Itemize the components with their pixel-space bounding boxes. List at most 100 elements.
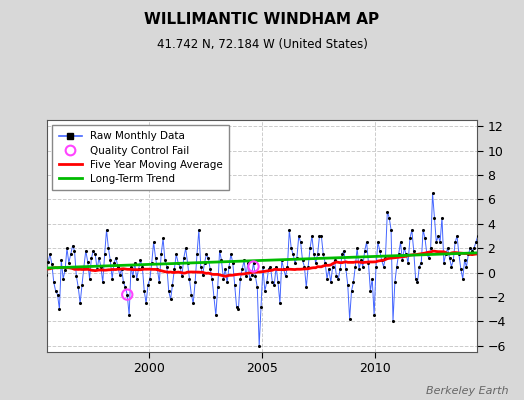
Point (189, 300, 198, 306)
Point (408, 227, 416, 233)
Point (376, 248, 384, 254)
Point (114, 263, 122, 270)
Point (436, 239, 444, 245)
Point (76, 300, 84, 306)
Point (326, 279, 335, 286)
Point (183, 260, 192, 266)
Point (438, 214, 446, 221)
Point (291, 260, 299, 266)
Point (306, 245, 314, 252)
Point (374, 239, 382, 245)
Point (449, 257, 457, 264)
Point (338, 251, 346, 258)
Point (313, 251, 322, 258)
Point (364, 260, 373, 266)
Point (432, 239, 441, 245)
Point (351, 263, 359, 270)
Point (468, 248, 476, 254)
Point (342, 266, 350, 272)
Point (462, 263, 471, 270)
Point (464, 251, 473, 258)
Point (146, 276, 154, 282)
Point (479, 251, 488, 258)
Point (287, 245, 296, 252)
Point (349, 279, 357, 286)
Point (475, 214, 484, 221)
Point (332, 273, 341, 280)
Point (358, 263, 367, 270)
Point (40, 263, 49, 270)
Point (208, 276, 216, 282)
Point (423, 251, 431, 258)
Point (479, 263, 488, 270)
Point (246, 276, 254, 282)
Point (142, 300, 150, 306)
Point (227, 251, 235, 258)
Point (213, 284, 222, 290)
Point (302, 284, 311, 290)
Point (251, 273, 259, 280)
Point (372, 263, 380, 270)
Point (80, 263, 88, 270)
Point (165, 288, 173, 294)
Point (443, 245, 452, 252)
Point (253, 284, 261, 290)
Point (447, 263, 455, 270)
Point (97, 263, 105, 270)
Point (383, 208, 391, 215)
Point (108, 276, 116, 282)
Point (185, 276, 194, 282)
Point (340, 248, 348, 254)
Point (153, 266, 161, 272)
Point (178, 273, 186, 280)
Point (481, 273, 489, 280)
Point (91, 251, 100, 258)
Point (272, 263, 280, 270)
Point (64, 260, 73, 266)
Point (48, 261, 56, 267)
Point (115, 272, 124, 278)
Point (310, 251, 318, 258)
Point (136, 257, 145, 264)
Point (199, 272, 207, 278)
Point (249, 263, 258, 270)
Point (263, 279, 271, 286)
Point (474, 233, 482, 239)
Point (212, 312, 220, 318)
Point (148, 260, 156, 266)
Point (308, 233, 316, 239)
Point (413, 279, 422, 286)
Point (396, 239, 405, 245)
Point (300, 263, 309, 270)
Point (202, 251, 211, 258)
Point (236, 276, 245, 282)
Point (88, 255, 96, 261)
Point (95, 255, 103, 261)
Point (155, 279, 163, 286)
Point (391, 279, 399, 286)
Point (345, 316, 354, 322)
Point (140, 288, 148, 294)
Point (368, 276, 376, 282)
Point (161, 257, 169, 264)
Point (44, 258, 52, 265)
Point (125, 312, 133, 318)
Point (72, 273, 81, 280)
Point (455, 251, 463, 258)
Point (191, 279, 199, 286)
Point (377, 257, 386, 264)
Point (70, 248, 79, 254)
Point (61, 267, 69, 273)
Point (311, 260, 320, 266)
Point (219, 276, 227, 282)
Point (458, 276, 467, 282)
Point (279, 266, 288, 272)
Point (89, 248, 97, 254)
Point (470, 245, 478, 252)
Point (35, 276, 43, 282)
Point (353, 245, 362, 252)
Point (417, 260, 425, 266)
Point (410, 248, 418, 254)
Point (200, 260, 209, 266)
Point (225, 263, 233, 270)
